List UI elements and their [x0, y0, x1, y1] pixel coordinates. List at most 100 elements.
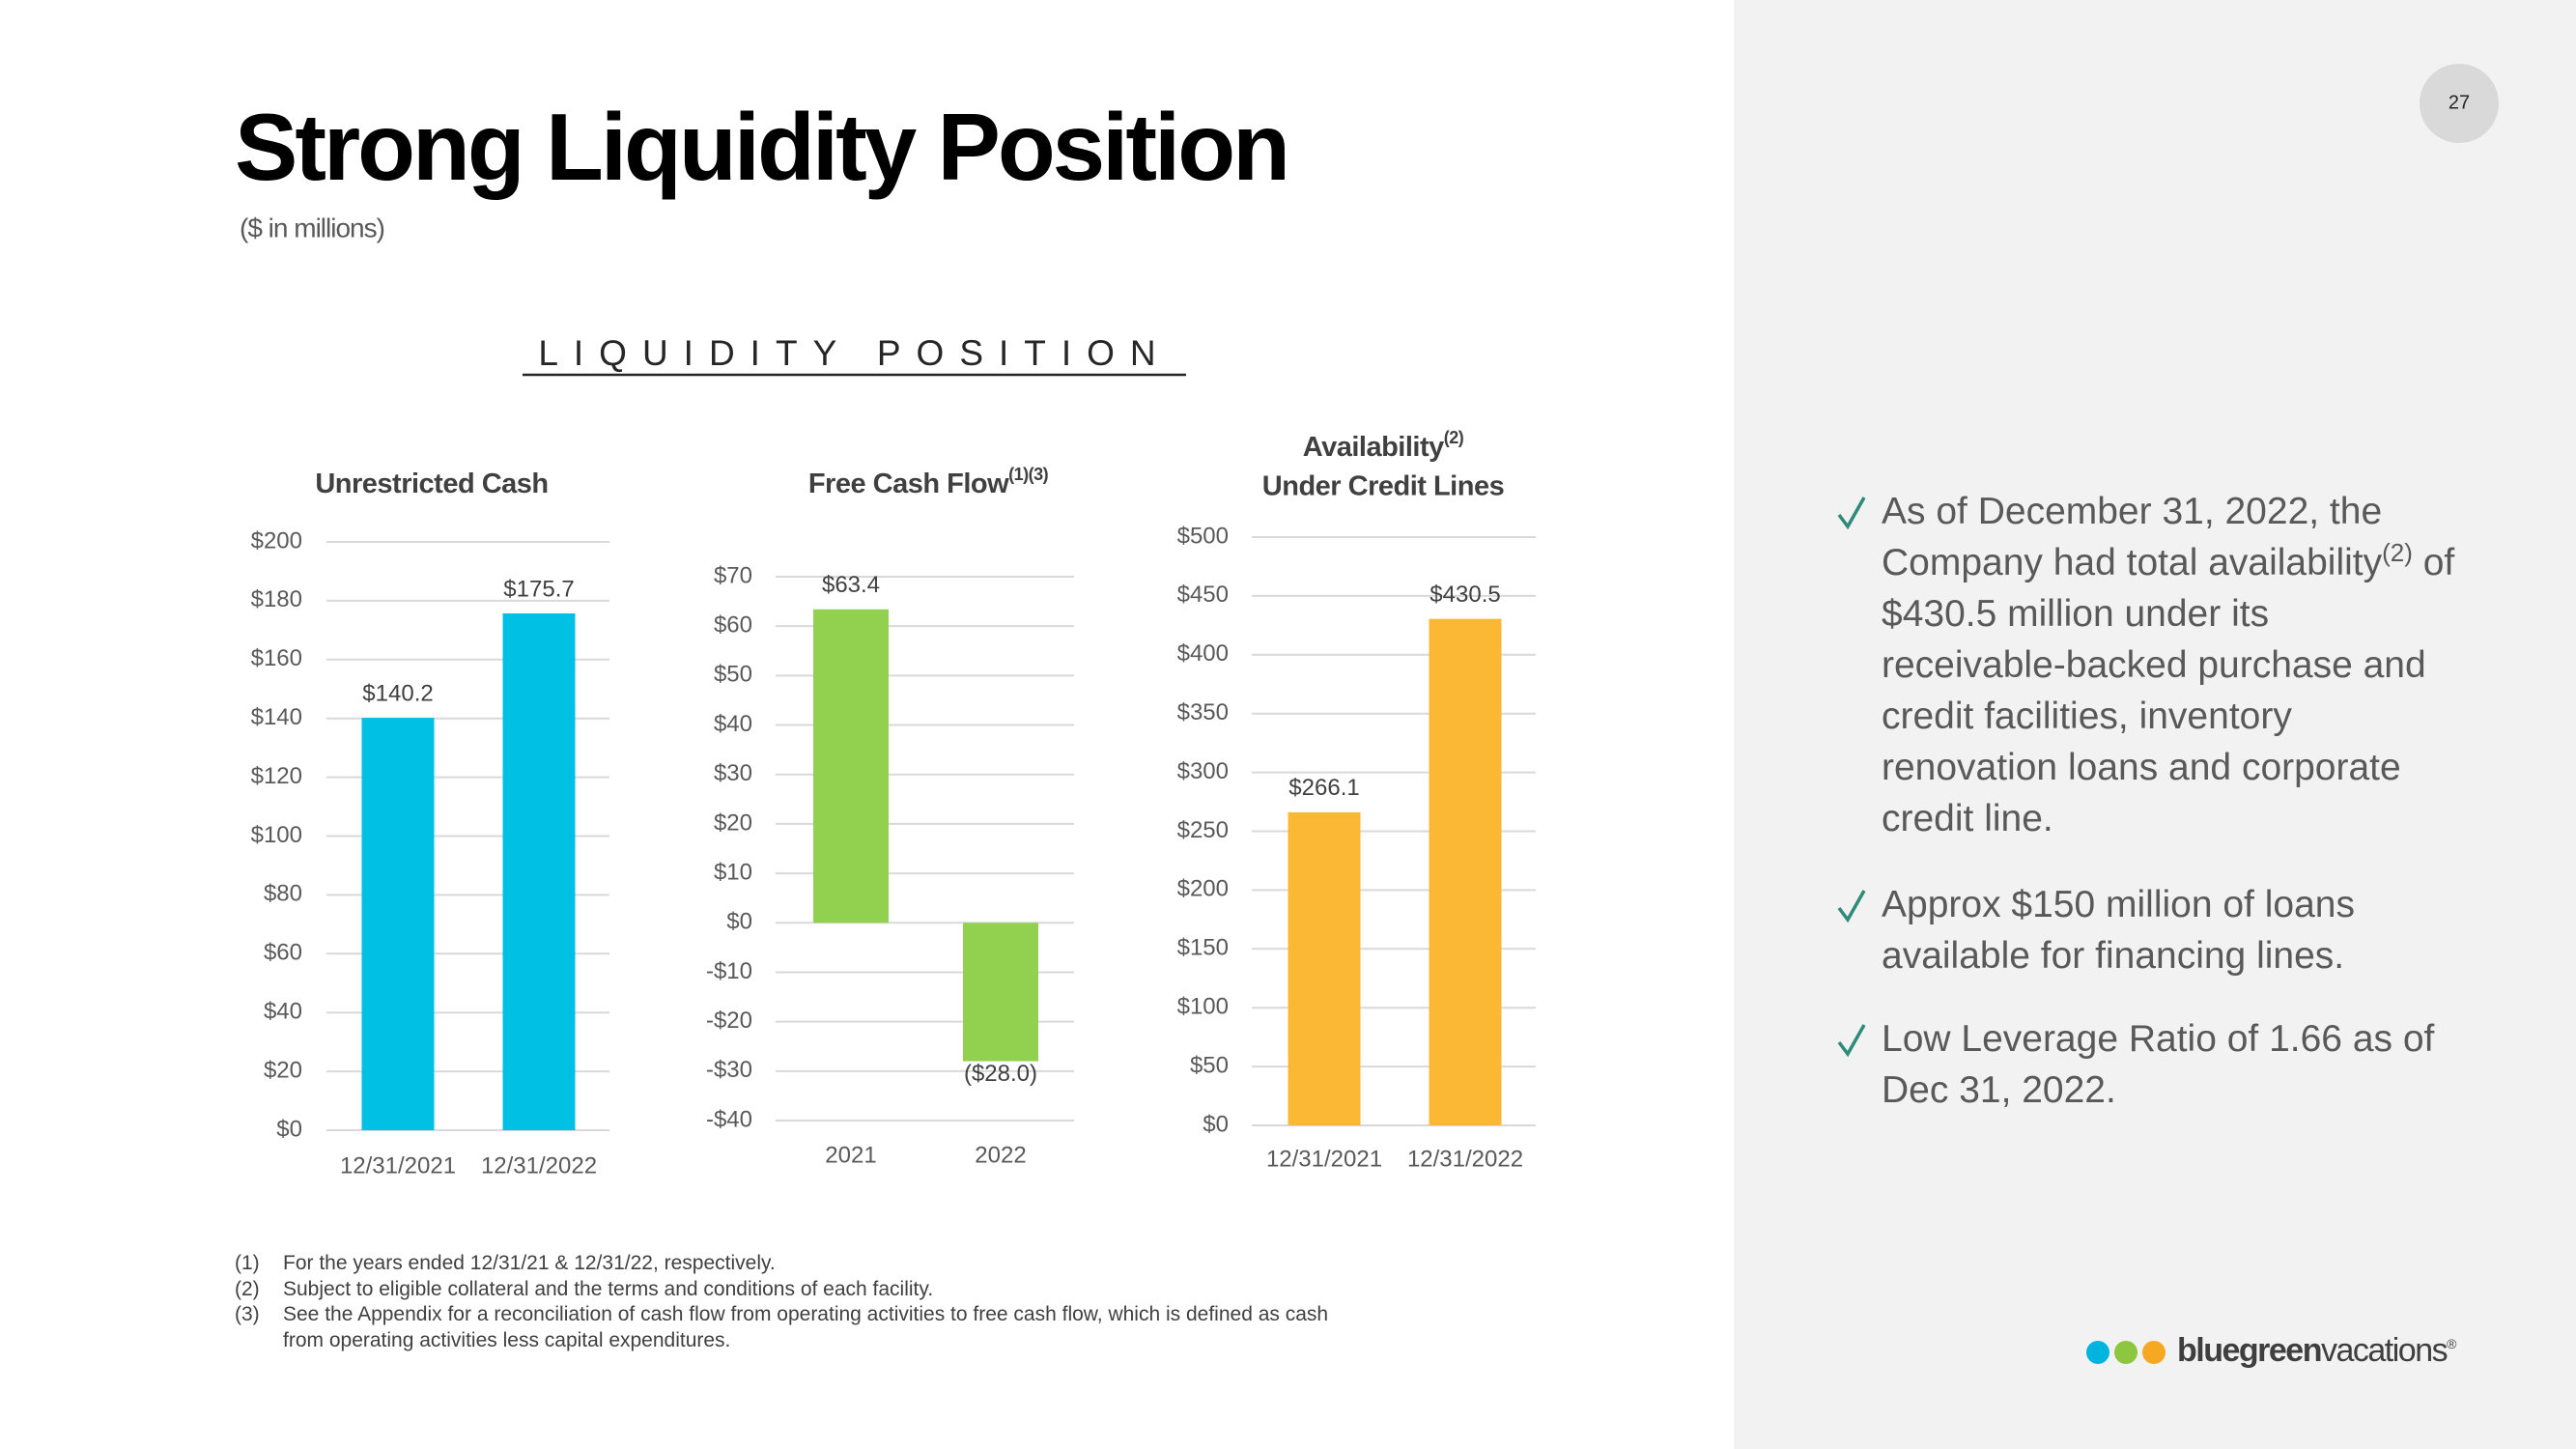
logo-bold: bluegreen: [2177, 1332, 2321, 1369]
footnote: (1) For the years ended 12/31/21 & 12/31/…: [235, 1251, 1355, 1277]
chart-title-superscript: (2): [1444, 428, 1464, 447]
y-tick-label: -$40: [706, 1106, 752, 1132]
bullet-text-part: of $430.5 million under its receivable-b…: [1882, 542, 2455, 839]
bullet: Approx $150 million of loans available f…: [1835, 879, 2473, 981]
bullet-superscript: (2): [2382, 538, 2413, 567]
x-tick-label: 12/31/2022: [481, 1152, 597, 1179]
bullet: Low Leverage Ratio of 1.66 as of Dec 31,…: [1835, 1013, 2473, 1116]
y-tick-label: $250: [1177, 817, 1229, 843]
y-tick-label: $0: [726, 909, 752, 935]
y-tick-label: -$20: [706, 1008, 752, 1034]
logo-dot: [2114, 1341, 2137, 1364]
bar: [1429, 618, 1502, 1125]
check-mark: [1837, 497, 1866, 530]
bar: [502, 612, 576, 1130]
y-tick-label: $50: [1190, 1052, 1229, 1078]
y-tick-label: $200: [1177, 876, 1229, 902]
bar: [1288, 811, 1361, 1125]
bullet-text: As of December 31, 2022, the Company had…: [1882, 486, 2461, 844]
y-tick-label: $10: [714, 859, 752, 885]
bar: [361, 718, 435, 1130]
logo-dot: [2086, 1341, 2109, 1364]
bullet-text: Low Leverage Ratio of 1.66 as of Dec 31,…: [1882, 1013, 2461, 1116]
footnote-text: For the years ended 12/31/21 & 12/31/22,…: [283, 1252, 776, 1274]
footnote-text: See the Appendix for a reconciliation of…: [283, 1303, 1329, 1351]
y-tick-label: $200: [251, 527, 302, 554]
bullet-text-part: Low Leverage Ratio of 1.66 as of Dec 31,…: [1882, 1018, 2435, 1111]
x-tick-label: 2021: [825, 1142, 876, 1168]
value-label: $266.1: [1288, 775, 1359, 801]
value-label: $140.2: [362, 680, 433, 706]
x-tick-label: 12/31/2022: [1407, 1146, 1523, 1172]
page-number-circle: [2420, 64, 2499, 143]
value-label: $175.7: [503, 576, 574, 602]
y-tick-label: $0: [276, 1116, 302, 1142]
x-tick-label: 12/31/2021: [340, 1152, 456, 1179]
side-panel: [1734, 0, 2576, 1449]
chart-title: Unrestricted Cash: [315, 469, 548, 499]
check-icon: [1837, 890, 1866, 923]
y-tick-label: $100: [251, 822, 302, 848]
y-tick-label: $450: [1177, 582, 1229, 608]
logo-light: vacations: [2321, 1332, 2448, 1369]
y-tick-label: $60: [264, 940, 302, 966]
bullet-text: Approx $150 million of loans available f…: [1882, 879, 2461, 981]
y-tick-label: $20: [264, 1057, 302, 1083]
bar: [813, 609, 889, 923]
y-tick-label: $120: [251, 763, 302, 789]
footnote-marker: (3): [235, 1303, 260, 1325]
chart-title-text: Unrestricted Cash: [315, 469, 548, 499]
x-tick-label: 12/31/2021: [1266, 1146, 1382, 1172]
footnote-marker: (2): [235, 1277, 260, 1300]
bullet-text-part: As of December 31, 2022, the Company had…: [1882, 491, 2383, 583]
chart-title-line2: Under Credit Lines: [1262, 471, 1504, 502]
slide-title: Strong Liquidity Position: [235, 94, 1288, 200]
y-tick-label: $0: [1203, 1111, 1229, 1137]
y-tick-label: $160: [251, 645, 302, 671]
page-number: 27: [2449, 92, 2470, 113]
value-label: $430.5: [1430, 582, 1500, 608]
chart-title-superscript: (1)(3): [1008, 465, 1049, 484]
y-tick-label: -$10: [706, 958, 752, 984]
value-label: $63.4: [822, 572, 880, 598]
footnote-marker: (1): [235, 1252, 260, 1274]
check-mark: [1837, 890, 1866, 923]
logo-mark: ®: [2447, 1336, 2457, 1351]
y-tick-label: $80: [264, 881, 302, 907]
y-tick-label: $40: [714, 711, 752, 737]
y-tick-label: $180: [251, 586, 302, 612]
footnote-text: Subject to eligible collateral and the t…: [283, 1277, 934, 1300]
y-tick-label: $70: [714, 562, 752, 588]
logo-dot: [2142, 1341, 2166, 1364]
check-icon: [1837, 1024, 1866, 1058]
y-tick-label: $500: [1177, 523, 1229, 549]
y-tick-label: $300: [1177, 758, 1229, 784]
value-label: ($28.0): [964, 1061, 1037, 1087]
chart-title-text: Free Cash Flow: [808, 469, 1009, 499]
section-title: LIQUIDITY POSITION: [538, 333, 1171, 373]
x-tick-label: 2022: [975, 1142, 1026, 1168]
y-tick-label: $140: [251, 704, 302, 730]
y-tick-label: $350: [1177, 699, 1229, 725]
y-tick-label: $400: [1177, 640, 1229, 667]
y-tick-label: -$30: [706, 1057, 752, 1083]
footnotes: (1) For the years ended 12/31/21 & 12/31/…: [235, 1251, 1355, 1353]
y-tick-label: $30: [714, 760, 752, 786]
check-mark: [1837, 1024, 1866, 1058]
subtitle: ($ in millions): [240, 213, 384, 242]
check-icon: [1837, 497, 1866, 530]
bar: [963, 923, 1038, 1062]
chart-title: Free Cash Flow(1)(3): [808, 465, 1049, 499]
y-tick-label: $20: [714, 810, 752, 836]
bullet: As of December 31, 2022, the Company had…: [1835, 486, 2473, 844]
bullet-text-part: Approx $150 million of loans available f…: [1882, 884, 2355, 977]
y-tick-label: $50: [714, 662, 752, 688]
logo: bluegreenvacations®: [2177, 1332, 2457, 1369]
chart-title: Availability(2): [1303, 428, 1464, 463]
footnote: (3) See the Appendix for a reconciliation…: [235, 1302, 1355, 1353]
footnote: (2) Subject to eligible collateral and th…: [235, 1277, 1355, 1303]
y-tick-label: $150: [1177, 935, 1229, 961]
y-tick-label: $100: [1177, 994, 1229, 1020]
